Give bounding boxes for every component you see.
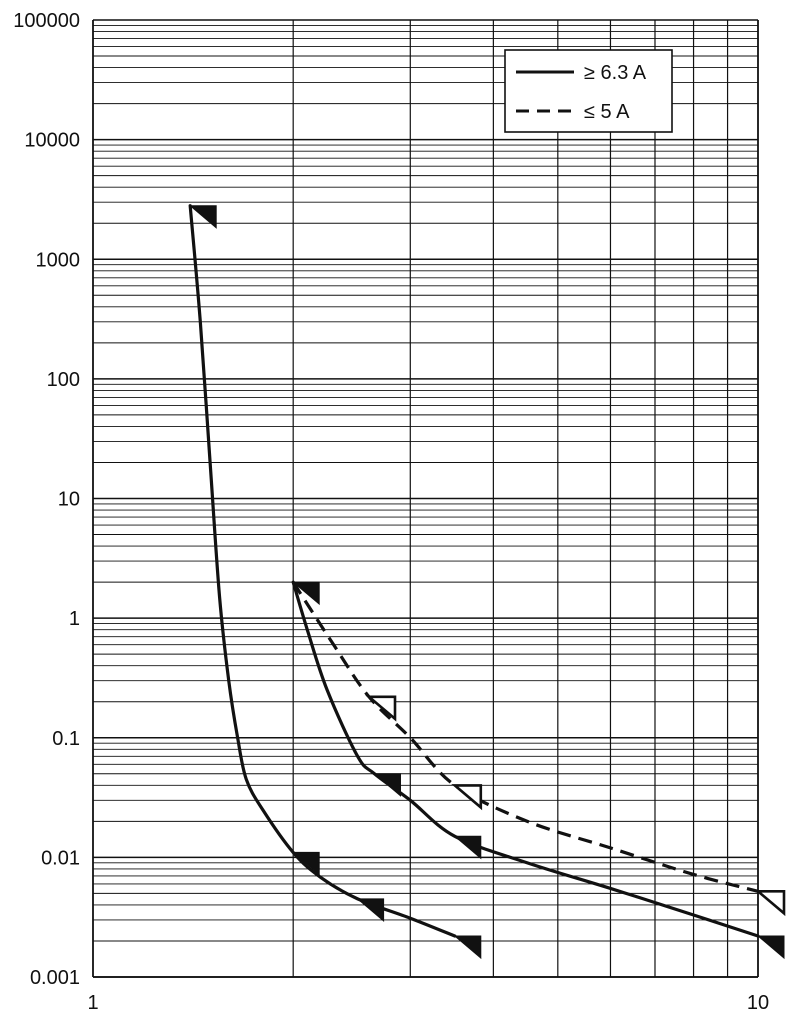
series-1-marker [356, 898, 385, 922]
y-tick-label: 10 [58, 489, 80, 511]
x-tick-label: 1 [87, 992, 98, 1014]
series-1-marker [291, 851, 320, 876]
series-2-marker [365, 695, 397, 722]
curves [188, 204, 760, 938]
series-1-marker [291, 581, 320, 606]
series-2-marker [451, 784, 483, 811]
series-1-marker [373, 773, 401, 797]
legend-label-series-2: ≤ 5 A [584, 101, 630, 123]
legend: ≥ 6.3 A ≤ 5 A [504, 49, 673, 133]
y-tick-label: 100000 [13, 10, 80, 32]
x-tick-label: 10 [747, 992, 769, 1014]
series-1-marker [188, 205, 217, 229]
grid [92, 19, 759, 978]
y-tick-label: 100 [47, 369, 80, 391]
series-1-marker [453, 835, 482, 860]
series-1-marker [756, 935, 785, 960]
legend-label-series-1: ≥ 6.3 A [584, 62, 647, 84]
y-tick-label: 1 [69, 608, 80, 630]
y-tick-label: 0.001 [30, 967, 80, 989]
legend-box [504, 49, 673, 133]
y-tick-label: 1000 [36, 249, 81, 271]
series-2-curve-1 [291, 581, 759, 893]
series-1-curve-1 [188, 204, 457, 938]
y-tick-label: 0.1 [52, 728, 80, 750]
series-2-marker [754, 889, 786, 917]
series-1-curve-2 [291, 580, 760, 938]
series-1-marker [453, 935, 482, 960]
y-tick-label: 0.01 [41, 847, 80, 869]
markers [188, 205, 786, 960]
y-tick-label: 10000 [24, 130, 80, 152]
tick-labels: 0.001 0.01 0.1 1 10 100 1000 10000 100000 1 10 [13, 10, 769, 1014]
